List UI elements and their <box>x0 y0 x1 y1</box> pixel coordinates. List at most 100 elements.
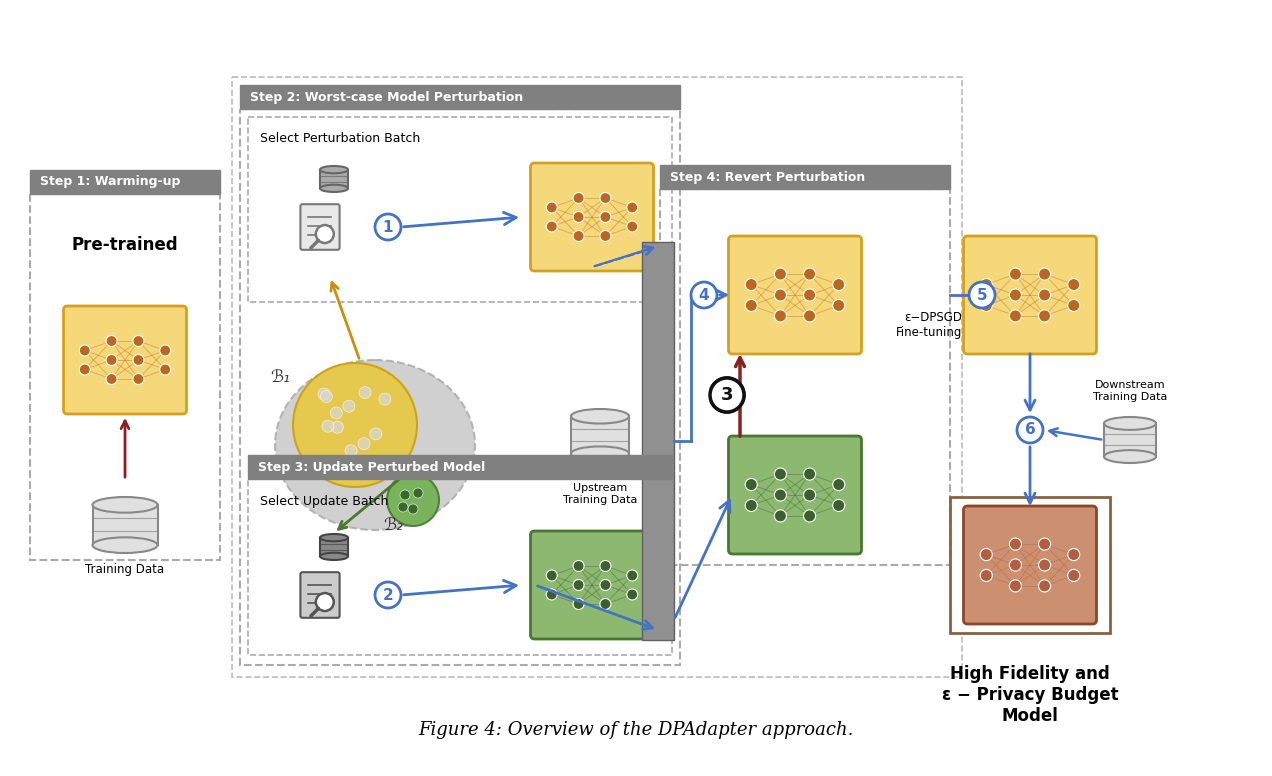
Circle shape <box>546 202 557 213</box>
FancyBboxPatch shape <box>31 170 220 194</box>
Circle shape <box>574 598 584 609</box>
Circle shape <box>804 510 815 522</box>
Circle shape <box>745 279 757 290</box>
Circle shape <box>399 490 410 500</box>
Circle shape <box>1038 310 1051 322</box>
Circle shape <box>546 570 557 581</box>
Circle shape <box>600 560 611 571</box>
Ellipse shape <box>275 360 474 530</box>
FancyArrowPatch shape <box>403 580 516 594</box>
FancyArrowPatch shape <box>594 247 653 266</box>
FancyArrowPatch shape <box>675 501 730 618</box>
Circle shape <box>775 489 786 501</box>
FancyBboxPatch shape <box>300 572 340 618</box>
Text: Step 1: Warming-up: Step 1: Warming-up <box>39 175 181 189</box>
Circle shape <box>345 445 357 456</box>
Bar <box>642 242 674 640</box>
Circle shape <box>574 230 584 241</box>
Ellipse shape <box>571 446 628 461</box>
Text: Select Update Batch: Select Update Batch <box>259 494 388 508</box>
Circle shape <box>600 230 611 241</box>
Ellipse shape <box>93 537 158 553</box>
Bar <box>240 109 681 665</box>
Circle shape <box>833 479 845 490</box>
Circle shape <box>574 192 584 203</box>
Circle shape <box>375 214 401 240</box>
Circle shape <box>804 289 815 301</box>
Circle shape <box>600 192 611 203</box>
Circle shape <box>1067 570 1080 581</box>
FancyBboxPatch shape <box>530 531 654 639</box>
FancyBboxPatch shape <box>321 538 349 556</box>
Circle shape <box>106 373 117 384</box>
Circle shape <box>804 268 815 280</box>
Ellipse shape <box>321 553 349 560</box>
Text: Downstream
Training Data: Downstream Training Data <box>1093 380 1168 402</box>
Circle shape <box>981 549 992 560</box>
Circle shape <box>315 593 333 611</box>
Circle shape <box>833 279 845 290</box>
Text: 2: 2 <box>383 587 393 602</box>
Circle shape <box>321 390 332 403</box>
Text: Upstream
Training Data: Upstream Training Data <box>562 483 637 504</box>
Circle shape <box>359 438 370 450</box>
FancyArrowPatch shape <box>538 586 653 629</box>
Text: ℬ₁: ℬ₁ <box>270 368 290 386</box>
Circle shape <box>833 300 845 311</box>
FancyBboxPatch shape <box>240 85 681 109</box>
Ellipse shape <box>321 534 349 542</box>
Circle shape <box>775 510 786 522</box>
Bar <box>248 479 672 655</box>
Circle shape <box>379 393 391 405</box>
Text: 5: 5 <box>977 287 987 303</box>
Circle shape <box>969 282 995 308</box>
Circle shape <box>1067 279 1080 290</box>
Circle shape <box>804 489 815 501</box>
FancyBboxPatch shape <box>660 165 950 189</box>
Circle shape <box>710 378 744 412</box>
Circle shape <box>775 268 786 280</box>
FancyArrowPatch shape <box>1025 447 1035 503</box>
Circle shape <box>132 335 144 347</box>
Circle shape <box>106 355 117 365</box>
Circle shape <box>375 582 401 608</box>
FancyBboxPatch shape <box>1104 424 1156 456</box>
FancyArrowPatch shape <box>973 289 992 301</box>
Circle shape <box>627 589 637 600</box>
FancyArrowPatch shape <box>121 421 128 477</box>
Bar <box>660 189 950 565</box>
Circle shape <box>745 300 757 311</box>
Circle shape <box>981 570 992 581</box>
Circle shape <box>1038 268 1051 280</box>
FancyBboxPatch shape <box>963 506 1096 624</box>
Text: Step 2: Worst-case Model Perturbation: Step 2: Worst-case Model Perturbation <box>251 91 523 103</box>
Circle shape <box>1018 417 1043 443</box>
Circle shape <box>745 479 757 490</box>
Bar <box>950 497 1110 633</box>
Text: Select Perturbation Batch: Select Perturbation Batch <box>259 133 420 146</box>
Text: 1: 1 <box>383 220 393 234</box>
Circle shape <box>1038 559 1051 571</box>
Bar <box>248 117 672 302</box>
Ellipse shape <box>1104 450 1156 463</box>
FancyBboxPatch shape <box>321 170 349 189</box>
FancyBboxPatch shape <box>729 436 861 554</box>
Text: High Fidelity and
ε − Privacy Budget
Model: High Fidelity and ε − Privacy Budget Mod… <box>941 665 1118 725</box>
Text: 4: 4 <box>698 287 710 303</box>
Ellipse shape <box>1104 417 1156 430</box>
Circle shape <box>574 560 584 571</box>
Circle shape <box>293 363 417 487</box>
FancyBboxPatch shape <box>93 505 158 546</box>
Circle shape <box>775 310 786 322</box>
Circle shape <box>804 468 815 480</box>
Circle shape <box>745 500 757 511</box>
Circle shape <box>160 364 170 375</box>
Circle shape <box>359 386 371 399</box>
Circle shape <box>1010 289 1021 301</box>
Circle shape <box>322 421 335 432</box>
FancyArrowPatch shape <box>1049 428 1102 439</box>
Text: ε−DPSGD
Fine-tuning: ε−DPSGD Fine-tuning <box>895 311 962 339</box>
FancyBboxPatch shape <box>300 204 340 250</box>
Ellipse shape <box>93 497 158 513</box>
Circle shape <box>1010 580 1021 592</box>
